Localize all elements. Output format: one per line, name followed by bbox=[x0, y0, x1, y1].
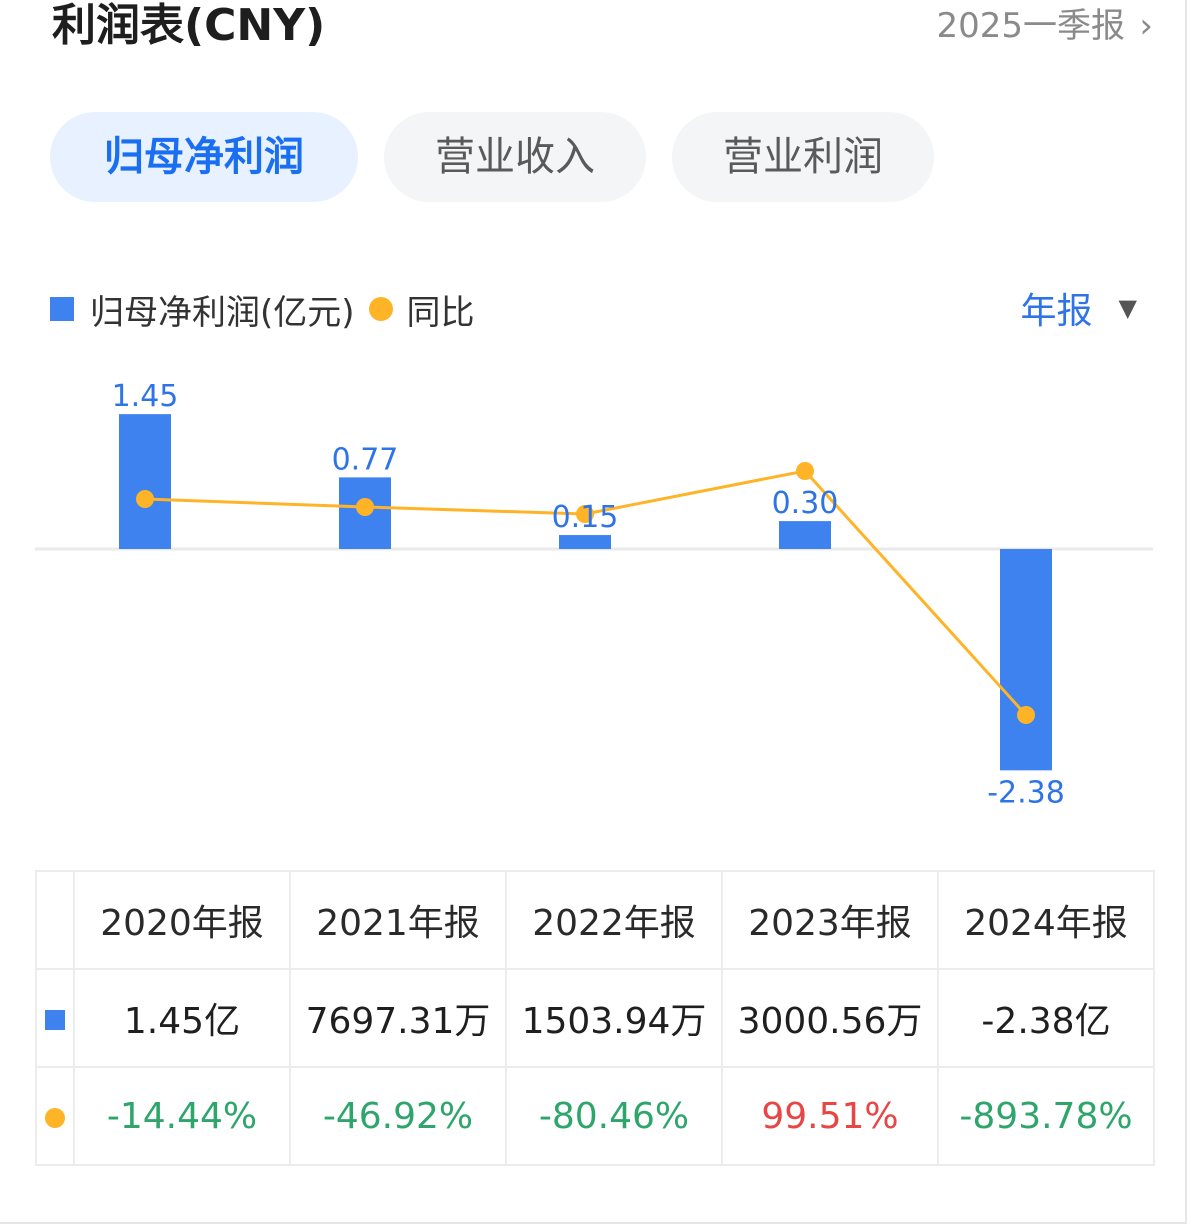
table-header-cell: 2022年报 bbox=[505, 870, 723, 970]
table-header-cell: 2021年报 bbox=[289, 870, 507, 970]
page-title: 利润表(CNY) bbox=[52, 0, 326, 51]
table-cell: -14.44% bbox=[73, 1066, 291, 1166]
table-cell: 1.45亿 bbox=[73, 968, 291, 1068]
bar-value-labels: 1.45 0.77 0.15 0.30 -2.38 bbox=[112, 379, 1065, 810]
table-cell: 99.51% bbox=[721, 1066, 939, 1166]
bar-legend-label: 归母净利润(亿元) bbox=[90, 292, 355, 333]
yoy-point bbox=[136, 490, 154, 508]
combo-chart: 1.45 0.77 0.15 0.30 -2.38 bbox=[35, 379, 1153, 810]
profit-row-marker bbox=[35, 968, 75, 1068]
tab-net-profit[interactable]: 归母净利润 bbox=[50, 112, 358, 202]
data-table: 2020年报 2021年报 2022年报 2023年报 2024年报 1.45亿… bbox=[35, 870, 1155, 1166]
table-cell: -893.78% bbox=[937, 1066, 1155, 1166]
tab-revenue[interactable]: 营业收入 bbox=[384, 112, 646, 202]
bar bbox=[779, 521, 831, 549]
bar bbox=[1000, 549, 1052, 771]
chart-legend: 归母净利润(亿元) 同比 bbox=[50, 284, 475, 334]
yoy-point bbox=[796, 462, 814, 480]
bar-value-label: 0.77 bbox=[332, 442, 399, 477]
table-header-cell: 2023年报 bbox=[721, 870, 939, 970]
bar bbox=[559, 535, 611, 549]
table-cell: -80.46% bbox=[505, 1066, 723, 1166]
yoy-point bbox=[1017, 706, 1035, 724]
table-header-cell: 2024年报 bbox=[937, 870, 1155, 970]
line-legend-label: 同比 bbox=[406, 292, 475, 333]
bar bbox=[119, 414, 171, 549]
table-cell: -46.92% bbox=[289, 1066, 507, 1166]
chevron-right-icon[interactable]: › bbox=[1139, 6, 1153, 46]
report-type-label: 年报 bbox=[1020, 291, 1093, 332]
bar-value-label: 1.45 bbox=[112, 379, 179, 414]
table-cell: 3000.56万 bbox=[721, 968, 939, 1068]
table-row-yoy: -14.44% -46.92% -80.46% 99.51% -893.78% bbox=[35, 1066, 1155, 1166]
table-row-profit: 1.45亿 7697.31万 1503.94万 3000.56万 -2.38亿 bbox=[35, 968, 1155, 1068]
table-cell: 7697.31万 bbox=[289, 968, 507, 1068]
report-type-dropdown[interactable]: 年报 ▼ bbox=[1021, 282, 1137, 334]
table-cell: 1503.94万 bbox=[505, 968, 723, 1068]
yoy-point bbox=[356, 498, 374, 516]
bar-series bbox=[35, 414, 1153, 771]
line-legend-icon bbox=[368, 297, 393, 321]
bar-legend-icon bbox=[50, 297, 74, 321]
yoy-point bbox=[576, 505, 594, 523]
bar-value-label: 0.30 bbox=[772, 486, 839, 521]
dot-marker-icon bbox=[45, 1107, 65, 1128]
tab-operating-profit[interactable]: 营业利润 bbox=[672, 112, 934, 202]
table-corner-cell bbox=[35, 870, 75, 970]
bar-value-label: 0.15 bbox=[552, 500, 619, 535]
bar-value-label: -2.38 bbox=[987, 775, 1065, 810]
yoy-row-marker bbox=[35, 1066, 75, 1166]
dropdown-arrow-icon: ▼ bbox=[1118, 294, 1137, 322]
yoy-line-series bbox=[136, 462, 1035, 724]
table-header-cell: 2020年报 bbox=[73, 870, 291, 970]
table-cell: -2.38亿 bbox=[937, 968, 1155, 1068]
bar-marker-icon bbox=[45, 1009, 65, 1030]
period-selector[interactable]: 2025一季报 bbox=[936, 6, 1125, 46]
table-header-row: 2020年报 2021年报 2022年报 2023年报 2024年报 bbox=[35, 870, 1155, 970]
